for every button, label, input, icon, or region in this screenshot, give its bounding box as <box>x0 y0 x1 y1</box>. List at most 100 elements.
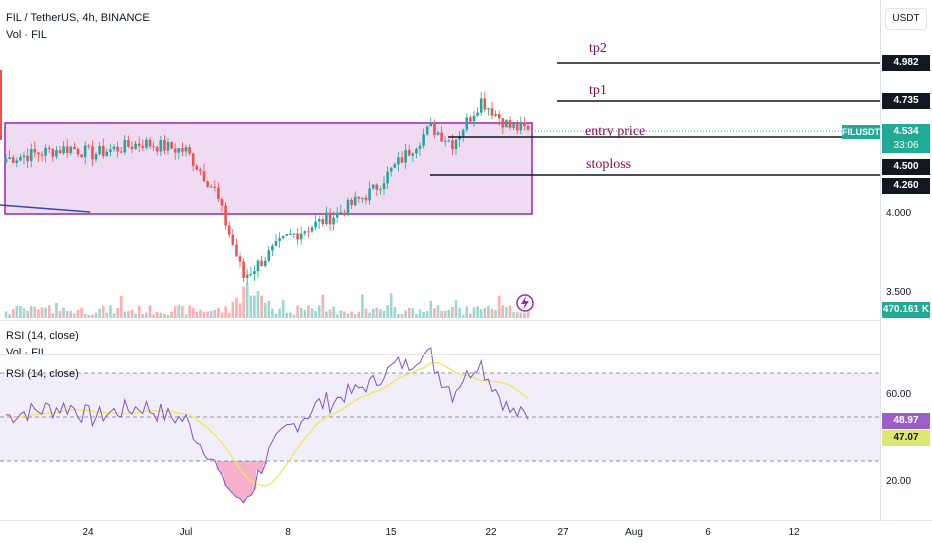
candle <box>44 147 47 156</box>
currency-button[interactable]: USDT <box>885 8 927 30</box>
volume-bar <box>19 306 22 318</box>
volume-bar <box>62 307 65 318</box>
candle <box>299 233 303 240</box>
candle <box>400 157 404 163</box>
volume-bar <box>260 295 263 318</box>
volume-bar <box>307 305 310 318</box>
candle <box>130 146 134 150</box>
downtrend-line <box>0 204 91 213</box>
volume-bar <box>519 312 523 318</box>
volume-bar <box>249 295 253 318</box>
candle <box>296 233 299 240</box>
candle <box>505 120 508 128</box>
volume-bar <box>188 305 191 318</box>
volume-bar <box>321 294 325 318</box>
volume-bar <box>429 300 433 318</box>
volume-bar <box>451 307 454 318</box>
candle <box>155 147 159 152</box>
volume-bar <box>109 305 112 318</box>
volume-pane-legend[interactable]: Vol · FIL <box>6 347 47 354</box>
volume-bar <box>22 308 26 318</box>
volume-bar <box>177 305 181 318</box>
candle <box>465 117 469 130</box>
candle <box>170 142 173 149</box>
candle <box>173 148 177 153</box>
candle <box>256 260 260 272</box>
volume-bar <box>76 309 80 318</box>
volume-bar <box>447 309 451 318</box>
volume-bar <box>397 314 400 318</box>
candle <box>325 212 328 225</box>
volume-bar <box>526 308 530 318</box>
tp1-annotation[interactable]: tp1 <box>589 83 607 98</box>
candle <box>245 274 249 278</box>
volume-bar <box>364 308 368 318</box>
rsi-ma-tag: 47.07 <box>882 430 930 446</box>
volume-bar <box>292 314 296 318</box>
volume-bar <box>335 314 339 318</box>
countdown-tag: 33:06 <box>882 139 930 153</box>
candle <box>188 147 191 154</box>
volume-bar <box>8 314 11 318</box>
candle <box>195 165 199 170</box>
volume-bar <box>94 312 98 318</box>
candle <box>199 169 202 172</box>
tp1-price-tag: 4.735 <box>882 93 930 109</box>
candle <box>141 146 145 148</box>
candle <box>123 139 127 153</box>
volume-bar <box>242 286 245 318</box>
time-tick: Aug <box>625 527 643 538</box>
volume-legend[interactable]: Vol · FIL <box>6 29 47 41</box>
volume-bar <box>217 307 220 318</box>
volume-bar <box>379 309 382 318</box>
volume-bar <box>98 308 101 318</box>
candle <box>379 189 382 191</box>
candle <box>469 117 472 122</box>
candle <box>415 148 418 154</box>
volume-bar <box>343 311 346 318</box>
volume-bar <box>173 306 177 318</box>
candle <box>512 124 515 128</box>
entry-annotation[interactable]: entry price <box>585 124 646 139</box>
tp2-annotation[interactable]: tp2 <box>589 41 607 56</box>
volume-bar <box>310 308 314 318</box>
rsi-legend[interactable]: RSI (14, close) <box>6 330 79 342</box>
volume-bar <box>224 306 227 318</box>
candle <box>494 113 497 116</box>
volume-bar <box>515 312 519 318</box>
volume-bar <box>325 311 328 318</box>
candle <box>87 145 91 147</box>
volume-bar <box>137 305 141 318</box>
volume-bar <box>328 309 332 318</box>
volume-bar <box>433 308 436 318</box>
volume-bar <box>346 313 350 318</box>
candle <box>461 129 465 137</box>
stoploss-annotation[interactable]: stoploss <box>586 157 632 172</box>
volume-bar <box>382 311 386 318</box>
candle <box>181 148 184 152</box>
pane-separator[interactable] <box>0 320 880 321</box>
tp2-price-tag: 4.982 <box>882 55 930 71</box>
volume-bar <box>51 313 55 318</box>
candle <box>163 140 166 151</box>
volume-bar <box>55 302 58 318</box>
candle <box>37 152 40 155</box>
candle <box>94 153 98 160</box>
candle <box>206 181 209 187</box>
rsi-tick: 20.00 <box>886 476 912 487</box>
volume-bar <box>289 312 292 318</box>
current-price-tag: 4.534 <box>882 124 930 139</box>
candle <box>145 139 148 148</box>
price-tick: 3.500 <box>886 287 912 298</box>
candle <box>425 126 429 135</box>
volume-bar <box>317 305 321 318</box>
rsi-overlay-legend[interactable]: RSI (14, close) <box>6 368 79 380</box>
pane-separator-rsi[interactable] <box>0 354 880 355</box>
candle <box>159 140 163 152</box>
candle <box>515 124 519 131</box>
volume-bar <box>170 311 173 318</box>
symbol-legend[interactable]: FIL / TetherUS, 4h, BINANCE <box>6 12 150 24</box>
price-chart[interactable] <box>0 0 880 520</box>
candle <box>184 147 188 152</box>
candle <box>285 234 289 236</box>
